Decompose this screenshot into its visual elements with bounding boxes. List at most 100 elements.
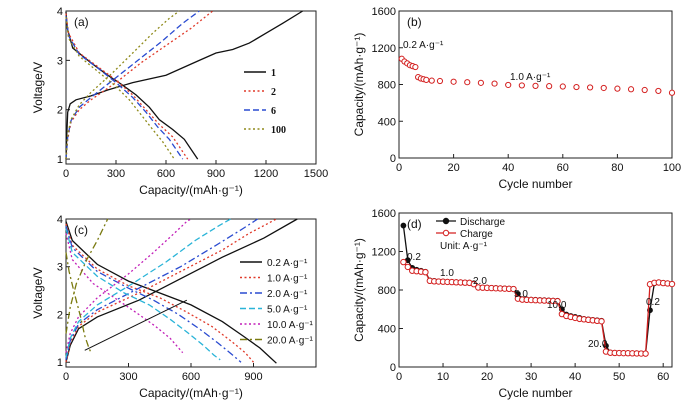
x-tick-label: 600: [182, 371, 200, 383]
panel-label: (a): [74, 15, 89, 29]
legend-label: 1.0 A·g⁻¹: [267, 274, 308, 285]
y-tick-label: 1: [57, 357, 63, 369]
data-point: [668, 89, 676, 96]
charge-curve-6: [65, 10, 200, 160]
data-point: [428, 77, 435, 84]
plot-frame: [398, 212, 673, 368]
x-tick-label: 20: [481, 371, 493, 383]
x-tick-label: 50: [613, 371, 625, 383]
x-tick-label: 60: [657, 371, 669, 383]
legend-label: 0.2 A·g⁻¹: [267, 258, 308, 269]
x-axis-label: Cycle number: [498, 177, 572, 191]
data-point: [554, 297, 561, 305]
y-axis-label: Capacity/(mAh·g⁻¹): [352, 238, 366, 342]
data-point: [477, 79, 484, 86]
data-point: [642, 350, 649, 357]
y-tick-label: 400: [378, 324, 396, 336]
legend-label: 20.0 A·g⁻¹: [267, 336, 314, 347]
data-point: [505, 81, 512, 89]
pointer-line: [84, 299, 188, 351]
y-tick-label: 0: [390, 153, 396, 165]
x-tick-label: 300: [119, 371, 137, 383]
x-tick-label: 40: [502, 162, 514, 174]
rate-label: 20.0: [588, 339, 608, 350]
x-tick-label: 40: [569, 371, 581, 383]
discharge-curve-1: [65, 11, 199, 160]
data-point: [559, 83, 566, 90]
data-point: [598, 318, 605, 325]
y-tick-label: 2: [57, 105, 63, 117]
y-axis-label: Voltage/V: [31, 267, 45, 318]
y-tick-label: 2: [57, 309, 63, 321]
y-tick-label: 1: [57, 154, 63, 166]
charge-curve: [65, 218, 259, 360]
x-axis-label: Capacity/(mAh·g⁻¹): [139, 183, 243, 197]
charge-curve-100: [65, 10, 180, 160]
y-tick-label: 800: [378, 285, 396, 297]
panel-c: 0 300 600 900 1 2 3 4 Capacity/(mAh·g⁻¹) Voltage/…: [31, 214, 317, 400]
x-tick-label: 60: [557, 162, 569, 174]
data-point: [464, 79, 471, 86]
data-point: [518, 82, 525, 89]
legend-label: 6: [271, 106, 276, 117]
data-point: [614, 85, 621, 92]
discharge-curve-6: [65, 15, 184, 160]
legend-label: 2: [271, 87, 276, 98]
charge-curve: [65, 218, 192, 353]
data-point: [450, 78, 457, 85]
rate-label: 10.0: [547, 300, 567, 311]
data-point: [668, 280, 676, 288]
panel-label: (c): [74, 223, 88, 237]
panel-d: 0 10 20 30 40 50 60 0 400 800 1200 1600 Cycle number…: [352, 208, 676, 400]
x-tick-label: 1200: [254, 168, 278, 180]
y-axis-label: Voltage/V: [31, 62, 45, 113]
y-tick-label: 3: [57, 55, 63, 67]
charge-curve-1: [65, 10, 304, 160]
legend-label: 1: [271, 68, 276, 79]
data-point: [546, 83, 553, 90]
y-tick-label: 800: [378, 80, 396, 92]
rate-label: 2.0: [473, 276, 487, 287]
legend-label: 100: [271, 125, 286, 136]
discharge-curve: [65, 233, 184, 354]
y-tick-label: 1200: [372, 247, 396, 259]
discharge-curve: [65, 228, 221, 361]
y-tick-label: 1600: [372, 208, 396, 220]
rate-label: 0.2: [407, 252, 421, 263]
panel-b: 0 20 40 60 80 100 0 400 800 1200 1600 Cycle number C…: [352, 6, 681, 191]
x-tick-label: 0: [63, 168, 69, 180]
rate-annotation: 0.2 A·g⁻¹: [403, 40, 444, 51]
data-point: [400, 258, 407, 266]
data-point: [404, 263, 412, 271]
x-tick-label: 30: [525, 371, 537, 383]
y-tick-label: 1200: [372, 43, 396, 55]
y-tick-label: 4: [57, 6, 63, 18]
y-axis-label: Capacity/(mAh·g⁻¹): [352, 33, 366, 137]
x-axis-label: Cycle number: [498, 386, 572, 400]
charge-curve: [65, 218, 109, 334]
y-tick-label: 400: [378, 116, 396, 128]
x-tick-label: 0: [396, 371, 402, 383]
x-tick-label: 10: [437, 371, 449, 383]
data-point: [627, 86, 635, 93]
plot-frame: [65, 10, 317, 165]
data-point: [573, 83, 580, 91]
y-tick-label: 3: [57, 262, 63, 274]
y-tick-label: 4: [57, 214, 63, 226]
discharge-curve-100: [65, 16, 175, 160]
x-tick-label: 900: [244, 371, 262, 383]
data-point: [470, 281, 478, 288]
legend-marker: [442, 217, 450, 225]
data-point: [600, 84, 607, 92]
rate-label: 0.2: [646, 297, 660, 308]
data-point: [641, 86, 648, 94]
panel-label: (b): [407, 15, 422, 29]
data-point: [423, 76, 430, 84]
data-point: [436, 77, 444, 85]
panel-label: (d): [407, 217, 422, 231]
charge-curve: [65, 218, 298, 363]
x-axis-label: Capacity/(mAh·g⁻¹): [139, 386, 243, 400]
legend-label: 5.0 A·g⁻¹: [267, 305, 308, 316]
